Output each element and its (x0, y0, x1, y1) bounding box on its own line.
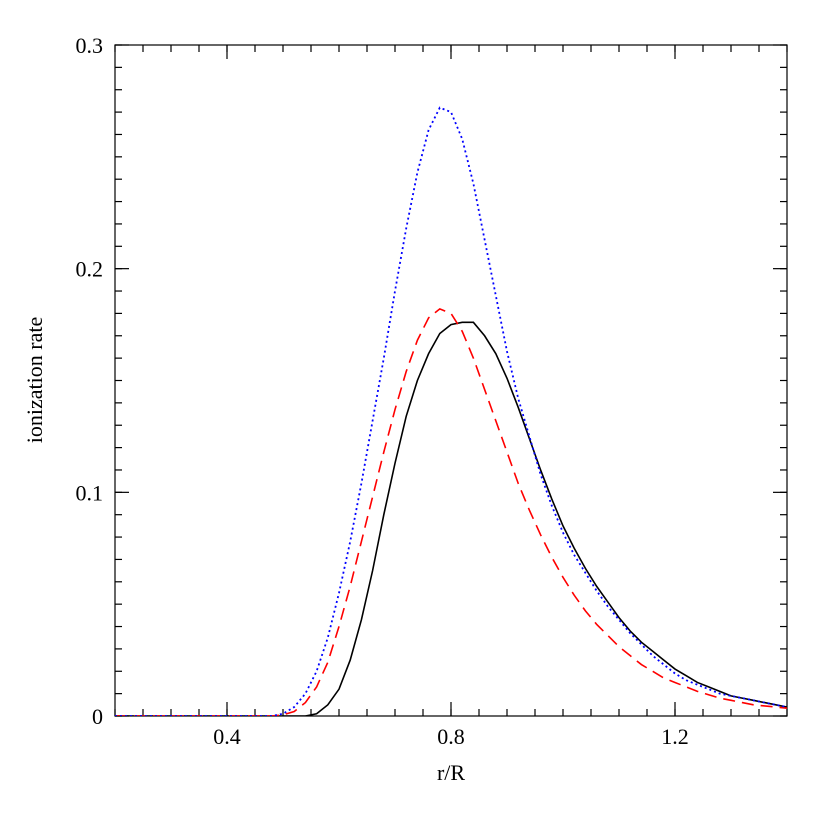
y-tick-label: 0 (92, 704, 103, 729)
y-tick-label: 0.3 (76, 33, 104, 58)
y-tick-label: 0.2 (76, 257, 104, 282)
x-tick-label: 0.8 (437, 724, 465, 749)
x-tick-label: 0.4 (213, 724, 241, 749)
x-axis-label: r/R (437, 760, 465, 785)
x-tick-label: 1.2 (661, 724, 689, 749)
data-line (115, 321, 787, 716)
y-axis-label: ionization rate (22, 317, 47, 443)
plot-frame (114, 44, 788, 717)
data-line (115, 106, 787, 716)
y-tick-label: 0.1 (76, 480, 104, 505)
data-line (115, 308, 787, 716)
